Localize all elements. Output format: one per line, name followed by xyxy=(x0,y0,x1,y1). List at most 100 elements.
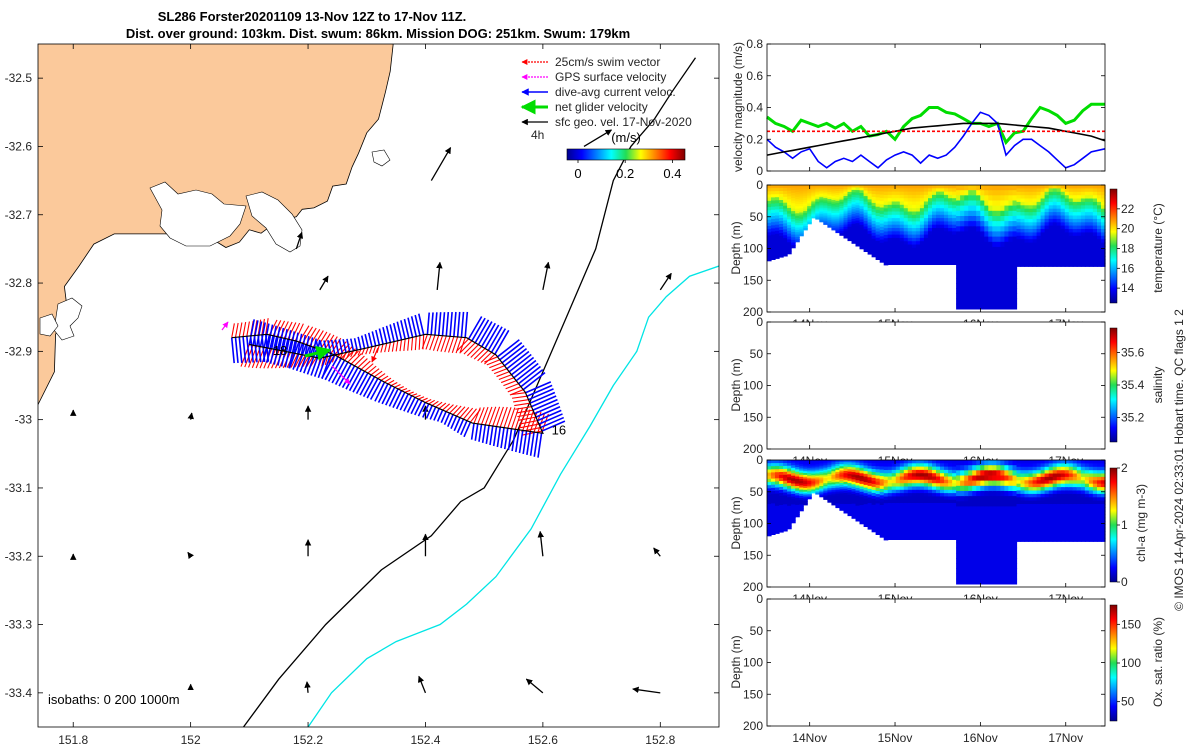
sec0-cell-528 xyxy=(855,185,861,189)
sec0-cell-2 xyxy=(767,191,772,196)
sec0-cell-869 xyxy=(911,201,917,206)
current-vector-82 xyxy=(518,430,524,454)
sec0-cell-290 xyxy=(815,187,820,190)
sec0-cell-647 xyxy=(871,253,877,258)
sec0-cell-1259 xyxy=(976,241,981,248)
sec2-cell-1077 xyxy=(944,529,949,534)
sec0-cell-265 xyxy=(811,186,816,189)
sec2-cell-1253 xyxy=(976,485,981,492)
sec2-cell-307 xyxy=(815,486,820,489)
sec2-cell-1720 xyxy=(1052,514,1058,519)
sec0-cell-1854 xyxy=(1076,205,1082,210)
salinity-colorbar-ticks: 35.235.435.6 xyxy=(1117,345,1145,425)
sec0-cell-390 xyxy=(831,196,836,199)
sec2-cell-437 xyxy=(839,470,844,474)
current-vector-111 xyxy=(497,339,520,358)
sec2-cell-1792 xyxy=(1064,514,1070,519)
sec0-cell-172 xyxy=(795,194,800,198)
sec2-cell-1262 xyxy=(976,532,981,538)
sec2-cell-1036 xyxy=(940,473,945,478)
sec0-cell-1201 xyxy=(968,190,973,196)
sec0-cell-1992 xyxy=(1101,185,1106,189)
sec2-cell-1309 xyxy=(984,527,989,533)
swim-vector-152 xyxy=(346,351,351,359)
sec2-cell-1046 xyxy=(940,506,945,511)
sec2-cell-1711 xyxy=(1052,483,1058,488)
sec2-cell-669 xyxy=(875,525,881,529)
velocity-series-1 xyxy=(766,111,1106,169)
sec0-cell-701 xyxy=(883,201,889,206)
sec0-cell-219 xyxy=(803,190,808,194)
sec0-cell-864 xyxy=(911,185,917,189)
sec2-cell-1173 xyxy=(960,568,965,575)
sec0-cell-1265 xyxy=(976,272,981,279)
sec0-cell-1804 xyxy=(1068,198,1074,203)
sec0-cell-331 xyxy=(819,214,824,217)
sec2-cell-830 xyxy=(903,506,909,511)
sec0-cell-1546 xyxy=(1024,218,1030,223)
sec2-cell-1209 xyxy=(968,506,973,513)
sec0-cell-1787 xyxy=(1064,222,1070,227)
sec0-cell-1365 xyxy=(992,293,997,300)
sec0-cell-1397 xyxy=(1000,210,1005,217)
sec0-cell-1416 xyxy=(1004,185,1009,191)
sec0-cell-1719 xyxy=(1052,235,1058,240)
sec0-cell-811 xyxy=(899,247,905,252)
sec0-cell-1220 xyxy=(968,288,973,294)
sec2-cell-285 xyxy=(811,488,816,491)
sec2-cell-354 xyxy=(823,489,828,492)
sec2-cell-707 xyxy=(883,496,889,501)
sec0-cell-836 xyxy=(903,251,909,255)
sec2-cell-1607 xyxy=(1032,537,1038,542)
sec2-cell-47 xyxy=(771,531,776,535)
sec2-cell-932 xyxy=(919,526,925,530)
sec2-cell-1614 xyxy=(1036,480,1042,485)
sec2-cell-1676 xyxy=(1044,527,1050,532)
sec0-cell-106 xyxy=(783,214,788,219)
sec0-cell-1406 xyxy=(1000,257,1005,263)
sec2-cell-527 xyxy=(851,515,857,519)
sec2-cell-1329 xyxy=(988,506,993,513)
sec2-cell-290 xyxy=(815,462,820,465)
sec0-cell-770 xyxy=(895,191,901,196)
sec0-cell-294 xyxy=(815,193,820,196)
sec2-cell-1182 xyxy=(964,491,969,497)
sec2-cell-1 xyxy=(767,463,772,467)
sec0-cell-1982 xyxy=(1097,232,1102,237)
sec2-cell-1268 xyxy=(976,563,981,569)
sec0-cell-1863 xyxy=(1076,235,1082,240)
sec2-cell-419 xyxy=(835,481,840,485)
sec2-cell-956 xyxy=(923,526,929,530)
sec0-cell-1402 xyxy=(1000,236,1005,243)
sec2-cell-1025 xyxy=(936,516,941,521)
sec2-cell-436 xyxy=(839,468,844,472)
sec2-cell-1404 xyxy=(1000,521,1005,528)
sec2-cell-170 xyxy=(795,464,800,468)
sec2-cell-1013 xyxy=(936,476,941,481)
sec0-cell-141 xyxy=(787,245,792,249)
sec2-cell-832 xyxy=(903,512,909,517)
sec2-cell-24 xyxy=(771,460,776,464)
sec0-cell-579 xyxy=(863,193,869,197)
sec2-cell-1890 xyxy=(1080,521,1086,525)
sec0-cell-802 xyxy=(899,218,905,222)
sec0-cell-386 xyxy=(831,188,836,192)
sec0-cell-1652 xyxy=(1040,252,1046,257)
sec0-cell-1867 xyxy=(1076,249,1082,254)
sec0-cell-1304 xyxy=(984,226,989,233)
sec0-cell-562 xyxy=(859,211,865,215)
swim-vector-93 xyxy=(517,413,535,418)
sec0-cell-510 xyxy=(851,199,857,203)
sec0-cell-620 xyxy=(867,242,873,246)
sec0-cell-1789 xyxy=(1064,229,1070,233)
sec0-cell-762 xyxy=(891,244,897,249)
sec2-cell-380 xyxy=(827,495,832,498)
sec0-cell-1997 xyxy=(1101,201,1106,206)
sec2-cell-1187 xyxy=(964,516,969,523)
sec0-cell-513 xyxy=(851,206,857,210)
sec2-cell-281 xyxy=(811,483,816,486)
velocity-panel: 0.80.60.40.20 velocity magnitude (m/s) xyxy=(731,37,1106,178)
sec2-cell-2006 xyxy=(1101,507,1106,512)
sec2-cell-1227 xyxy=(972,475,977,482)
